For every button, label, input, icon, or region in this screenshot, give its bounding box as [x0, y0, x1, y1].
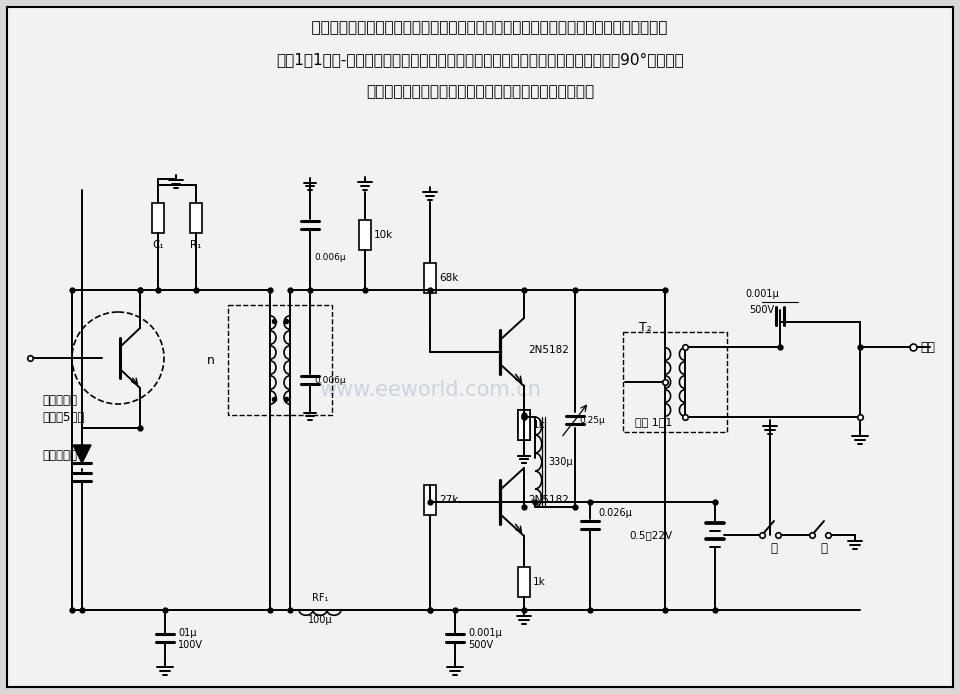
Text: www.eeworld.com.cn: www.eeworld.com.cn [319, 380, 540, 400]
Text: 100V: 100V [178, 640, 203, 650]
Text: R₁: R₁ [190, 240, 202, 250]
Text: 双绕 1：1: 双绕 1：1 [635, 417, 672, 427]
Text: 列阵（5只）: 列阵（5只） [42, 410, 84, 423]
Bar [424, 263, 436, 293]
Bar [518, 410, 530, 440]
Bar [359, 220, 371, 250]
Text: 500V: 500V [750, 305, 775, 315]
Bar [518, 567, 530, 597]
Text: 需要中和，合理地给出高的增益，且具有低的噪声响应。: 需要中和，合理地给出高的增益，且具有低的噪声响应。 [366, 85, 594, 99]
Text: C₁: C₁ [153, 240, 164, 250]
Polygon shape [73, 445, 91, 463]
Bar [518, 410, 530, 440]
Text: 68k: 68k [439, 273, 458, 283]
Text: 0.006μ: 0.006μ [314, 253, 346, 262]
Text: 0.001μ: 0.001μ [468, 628, 502, 638]
Text: 100μ: 100μ [308, 615, 332, 625]
Bar [228, 305, 332, 415]
Text: RF₁: RF₁ [312, 593, 328, 603]
Text: T₂: T₂ [639, 321, 652, 334]
Text: 0.5～22V: 0.5～22V [630, 530, 673, 540]
Text: 10k: 10k [374, 230, 394, 240]
Bar [152, 203, 164, 233]
Text: 0.25μ: 0.25μ [579, 416, 605, 425]
Text: 1k: 1k [533, 420, 545, 430]
Text: 500V: 500V [468, 640, 493, 650]
Text: 通: 通 [770, 543, 777, 555]
Text: 2N5182: 2N5182 [528, 345, 569, 355]
Text: n: n [207, 353, 215, 366]
Text: 2N5182: 2N5182 [528, 495, 569, 505]
Text: 输出: 输出 [920, 341, 935, 353]
Text: 01μ: 01μ [178, 628, 197, 638]
Bar [623, 332, 727, 432]
Bar [424, 485, 436, 515]
Text: 断: 断 [820, 543, 827, 555]
Text: 27k: 27k [439, 495, 458, 505]
Text: 1k: 1k [533, 577, 545, 587]
Text: 光电二极管: 光电二极管 [42, 393, 77, 407]
Text: 图中，光电二极管列阵由通信系统的发光二极管照射，将光信息转换到广播频段上去。电: 图中，光电二极管列阵由通信系统的发光二极管照射，将光信息转换到广播频段上去。电 [292, 21, 668, 35]
Text: 路与1：1平衡-不平衡转换器相似，具有单通路输入，两通路输出，两输出之间相移90°。电路不: 路与1：1平衡-不平衡转换器相似，具有单通路输入，两通路输出，两输出之间相移90… [276, 53, 684, 67]
Text: 0.006μ: 0.006μ [314, 375, 346, 384]
Bar [190, 203, 202, 233]
Text: 330μ: 330μ [548, 457, 572, 467]
Text: 微调电容器: 微调电容器 [42, 448, 77, 462]
Text: 0.001μ: 0.001μ [745, 289, 779, 299]
Text: 0.026μ: 0.026μ [598, 508, 632, 518]
